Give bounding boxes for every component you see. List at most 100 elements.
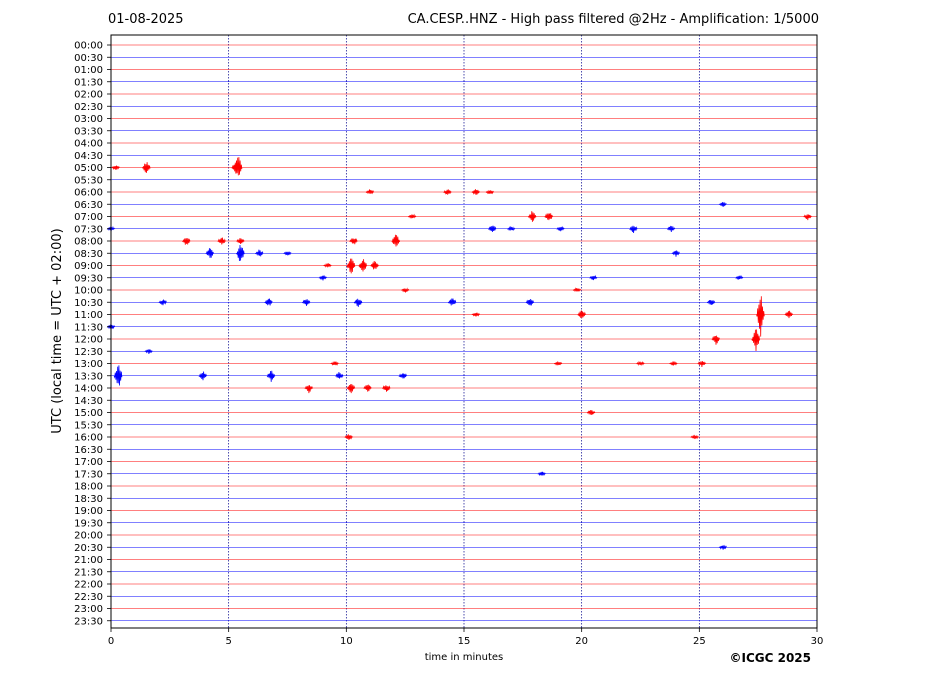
y-tick-label-1600: 16:00 bbox=[74, 433, 103, 444]
event-burst-1200-1 bbox=[751, 329, 760, 352]
event-burst-0700-2 bbox=[544, 213, 553, 221]
event-burst-0800-2 bbox=[236, 237, 245, 245]
y-tick-label-2030: 20:30 bbox=[74, 543, 103, 554]
y-tick-label-0830: 08:30 bbox=[74, 249, 103, 260]
x-axis-label: time in minutes bbox=[425, 652, 504, 663]
event-burst-0800-3 bbox=[349, 238, 358, 245]
event-burst-0900-0 bbox=[346, 258, 356, 274]
event-burst-0800-0 bbox=[182, 238, 191, 245]
event-burst-1030-1 bbox=[264, 298, 273, 306]
event-burst-0630-0 bbox=[718, 201, 728, 207]
event-burst-1100-1 bbox=[577, 310, 586, 319]
y-tick-label-1730: 17:30 bbox=[74, 469, 103, 480]
x-tick-label-15: 15 bbox=[458, 636, 471, 647]
x-tick-label-25: 25 bbox=[693, 636, 706, 647]
event-burst-0700-3 bbox=[803, 214, 812, 221]
y-axis-label: UTC (local time = UTC + 02:00) bbox=[50, 228, 65, 433]
event-burst-1400-3 bbox=[382, 385, 391, 392]
event-burst-0600-0 bbox=[365, 189, 375, 195]
y-tick-label-1330: 13:30 bbox=[74, 371, 103, 382]
event-burst-0800-1 bbox=[217, 237, 226, 245]
event-burst-1330-1 bbox=[198, 371, 207, 381]
chart-title: CA.CESP..HNZ - High pass filtered @2Hz -… bbox=[407, 12, 819, 27]
event-burst-0500-1 bbox=[142, 162, 151, 173]
event-burst-1030-6 bbox=[706, 299, 716, 305]
event-burst-1300-3 bbox=[669, 361, 678, 366]
seismic-traces bbox=[106, 44, 817, 622]
event-burst-1600-1 bbox=[690, 434, 699, 440]
x-tick-label-0: 0 bbox=[108, 636, 114, 647]
y-tick-label-0030: 00:30 bbox=[74, 53, 103, 64]
y-tick-label-1800: 18:00 bbox=[74, 482, 103, 493]
y-tick-label-1000: 10:00 bbox=[74, 286, 103, 297]
event-burst-0830-2 bbox=[255, 249, 264, 257]
event-burst-1300-4 bbox=[697, 360, 706, 367]
event-burst-1230-0 bbox=[144, 349, 153, 354]
y-tick-label-1400: 14:00 bbox=[74, 384, 103, 395]
event-burst-1100-2 bbox=[756, 296, 765, 337]
y-tick-label-0630: 06:30 bbox=[74, 200, 103, 211]
x-tick-label-5: 5 bbox=[225, 636, 231, 647]
y-tick-label-1300: 13:00 bbox=[74, 359, 103, 370]
y-tick-label-0600: 06:00 bbox=[74, 188, 103, 199]
y-tick-label-0300: 03:00 bbox=[74, 114, 103, 125]
y-tick-label-1030: 10:30 bbox=[74, 298, 103, 309]
y-tick-label-2300: 23:00 bbox=[74, 604, 103, 615]
event-burst-0700-1 bbox=[527, 211, 537, 222]
event-burst-1330-4 bbox=[398, 373, 407, 379]
event-burst-0830-4 bbox=[671, 250, 680, 257]
y-tick-label-0730: 07:30 bbox=[74, 224, 103, 235]
y-tick-label-0400: 04:00 bbox=[74, 139, 103, 150]
event-burst-1000-0 bbox=[401, 287, 410, 293]
x-tick-label-10: 10 bbox=[340, 636, 353, 647]
event-burst-1330-0 bbox=[113, 365, 123, 386]
event-burst-1300-1 bbox=[553, 361, 563, 366]
event-burst-1100-3 bbox=[784, 310, 793, 319]
event-burst-0730-1 bbox=[487, 225, 497, 233]
event-burst-1200-0 bbox=[711, 335, 720, 345]
event-burst-1030-0 bbox=[158, 299, 167, 306]
y-tick-label-1200: 12:00 bbox=[74, 335, 103, 346]
y-tick-label-1430: 14:30 bbox=[74, 396, 103, 407]
y-tick-label-2100: 21:00 bbox=[74, 555, 103, 566]
y-tick-label-2130: 21:30 bbox=[74, 567, 103, 578]
y-tick-label-0930: 09:30 bbox=[74, 273, 103, 284]
y-tick-label-0530: 05:30 bbox=[74, 175, 103, 186]
event-burst-1730-0 bbox=[537, 471, 546, 477]
y-tick-label-2230: 22:30 bbox=[74, 592, 103, 603]
y-tick-label-2200: 22:00 bbox=[74, 580, 103, 591]
event-burst-0930-2 bbox=[735, 275, 744, 280]
event-burst-1400-2 bbox=[363, 384, 372, 392]
date-label: 01-08-2025 bbox=[108, 12, 184, 27]
event-burst-0730-5 bbox=[666, 225, 676, 233]
event-burst-0500-0 bbox=[111, 165, 120, 171]
event-burst-0730-4 bbox=[629, 225, 638, 234]
y-tick-label-1100: 11:00 bbox=[74, 310, 103, 321]
y-tick-label-0130: 01:30 bbox=[74, 77, 103, 88]
x-tick-label-30: 30 bbox=[811, 636, 824, 647]
event-burst-0900-1 bbox=[358, 259, 367, 272]
y-tick-label-1930: 19:30 bbox=[74, 518, 103, 529]
y-tick-label-1630: 16:30 bbox=[74, 445, 103, 456]
y-tick-label-1700: 17:00 bbox=[74, 457, 103, 468]
event-burst-0830-0 bbox=[205, 248, 214, 258]
y-tick-label-0230: 02:30 bbox=[74, 102, 103, 113]
y-tick-label-0430: 04:30 bbox=[74, 151, 103, 162]
y-tick-label-0330: 03:30 bbox=[74, 126, 103, 137]
y-tick-label-0800: 08:00 bbox=[74, 237, 103, 248]
y-tick-label-1130: 11:30 bbox=[74, 322, 103, 333]
event-burst-1300-2 bbox=[636, 360, 645, 367]
y-tick-label-0900: 09:00 bbox=[74, 261, 103, 272]
event-burst-1400-1 bbox=[346, 383, 356, 394]
event-burst-1030-3 bbox=[353, 298, 363, 307]
event-burst-1500-0 bbox=[586, 410, 596, 416]
event-burst-1000-1 bbox=[572, 287, 582, 292]
y-tick-label-1230: 12:30 bbox=[74, 347, 103, 358]
copyright-label: ©ICGC 2025 bbox=[729, 651, 811, 665]
event-burst-0730-3 bbox=[556, 225, 565, 232]
x-axis-ticks: 0 5 10 15 20 25 30 bbox=[108, 628, 824, 647]
y-tick-label-1830: 18:30 bbox=[74, 494, 103, 505]
grid-lines bbox=[228, 35, 700, 628]
